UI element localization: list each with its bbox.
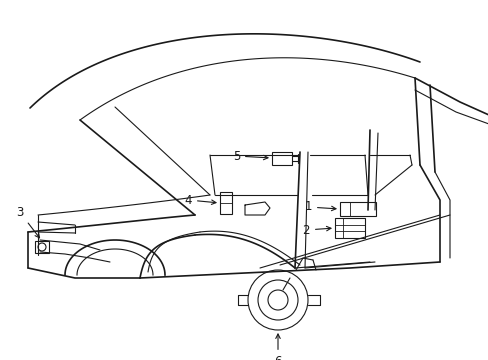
Bar bbox=[334, 218, 364, 238]
Text: 5: 5 bbox=[232, 149, 267, 162]
Text: 6: 6 bbox=[274, 334, 281, 360]
Text: 2: 2 bbox=[302, 224, 330, 237]
Bar bbox=[339, 202, 375, 216]
Bar bbox=[220, 192, 231, 214]
Bar bbox=[35, 241, 49, 253]
Text: 4: 4 bbox=[184, 194, 216, 207]
Text: 3: 3 bbox=[16, 206, 40, 238]
Bar bbox=[271, 152, 291, 165]
Text: 1: 1 bbox=[304, 201, 335, 213]
